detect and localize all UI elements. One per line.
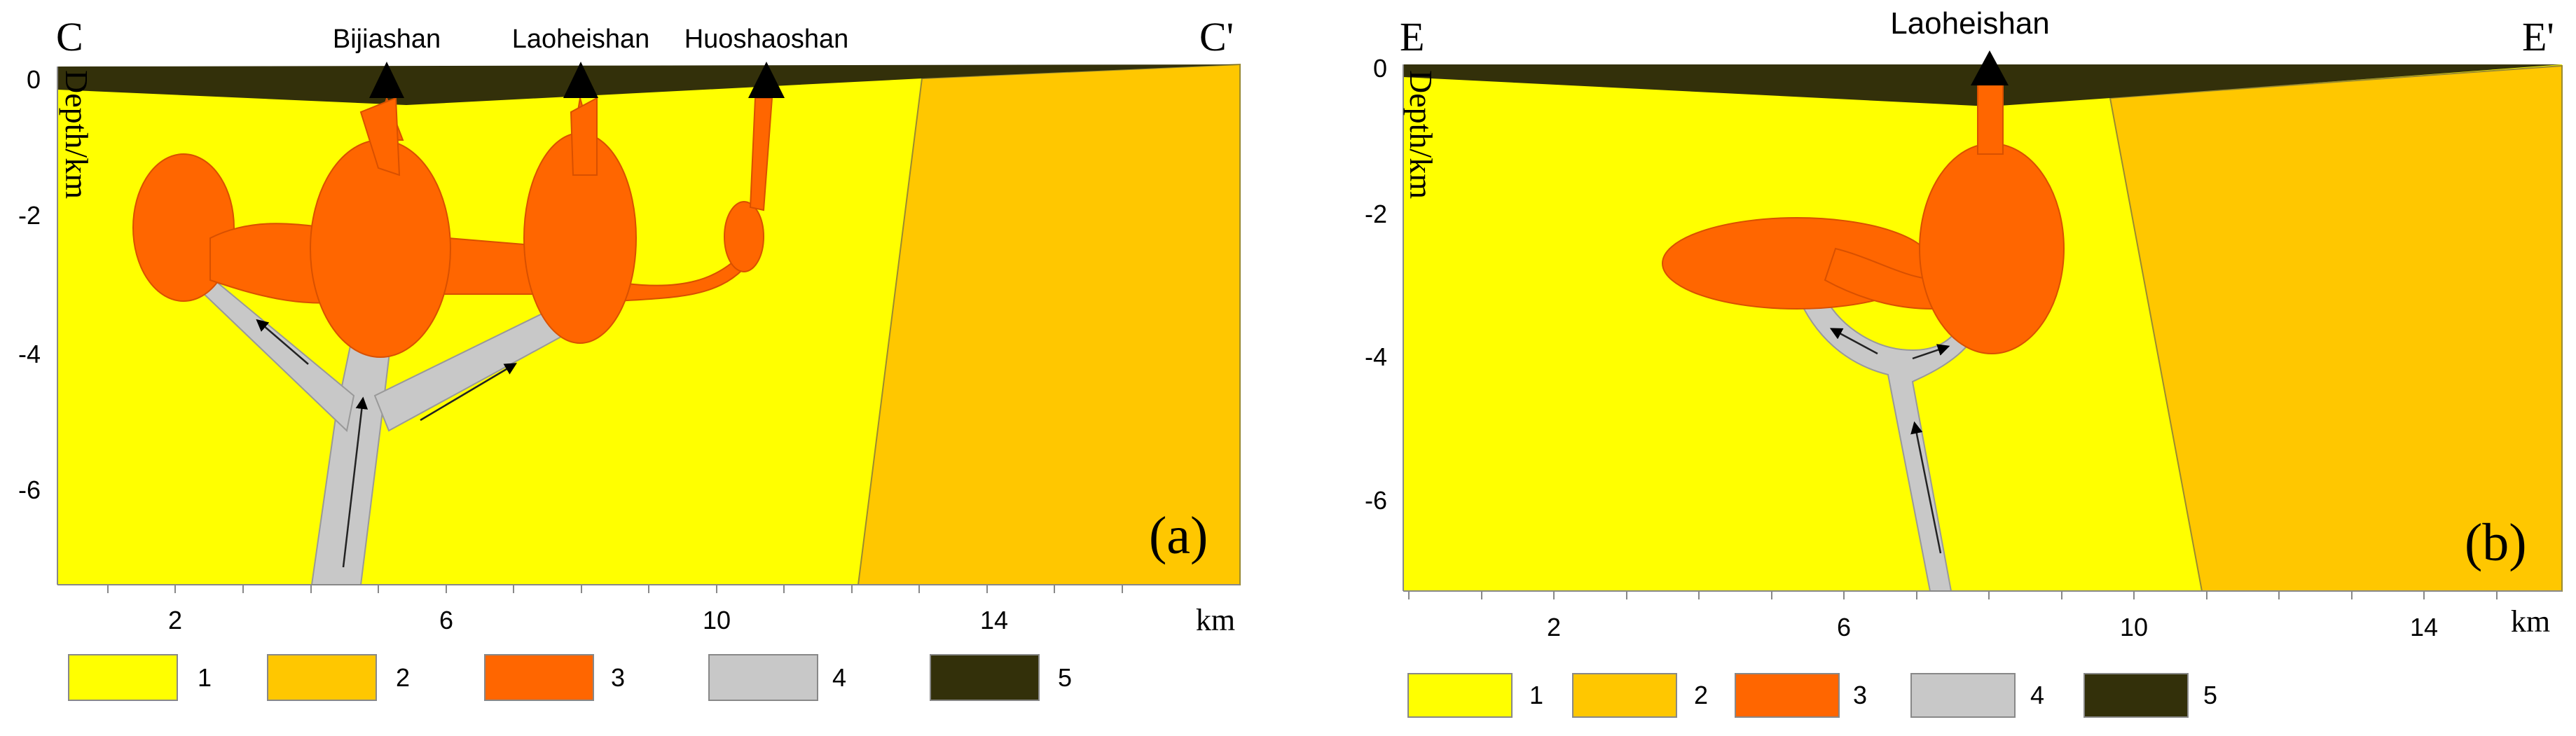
panel-a-volcano-label-bijiashan: Bijiashan <box>333 25 441 54</box>
volcano-triangle-icon <box>1971 50 2009 85</box>
panel-a-section-start: C <box>56 14 83 60</box>
panel-a-y-axis-label: Depth/km <box>59 70 95 199</box>
legend-swatch-3 <box>484 654 594 701</box>
panel-a-unit5-cover <box>57 64 1240 105</box>
panel-b-x-unit-label: km <box>2511 604 2550 639</box>
legend-label-1: 1 <box>198 663 212 692</box>
volcano-triangle-icon <box>563 62 598 98</box>
panel-a-y-tick-label: -4 <box>18 340 41 368</box>
panel-a-section-end: C' <box>1199 14 1234 60</box>
panel-a-y-tick-label: 0 <box>27 65 41 94</box>
panel-b-flow-arrows <box>1829 328 1950 554</box>
legend-label-3: 3 <box>1853 681 1867 709</box>
panel-a: C C' Bijiashan Laoheishan Huoshaoshan De… <box>18 14 1241 637</box>
panel-b-x-tick-label: 2 <box>1547 613 1561 641</box>
legend-swatch-4 <box>708 654 818 701</box>
legend-label-4: 4 <box>2030 681 2044 709</box>
panel-b-section-start: E <box>1400 14 1424 60</box>
panel-a-x-tick-label: 10 <box>703 606 731 634</box>
panel-b-x-tick-label: 14 <box>2410 613 2438 641</box>
volcano-triangle-icon <box>369 62 404 98</box>
panel-b-y-tick-label: 0 <box>1373 54 1387 83</box>
panel-a-x-tick-marks <box>107 585 1123 593</box>
legend-panel-b: 1 2 3 4 5 <box>1407 673 2217 718</box>
legend-label-4: 4 <box>832 663 846 692</box>
legend-panel-a: 1 2 3 4 5 <box>68 654 1072 701</box>
panel-a-volcano-label-huoshaoshan: Huoshaoshan <box>684 25 849 54</box>
legend-label-5: 5 <box>1058 663 1072 692</box>
panel-b-y-tick-label: -6 <box>1365 486 1387 515</box>
panel-a-x-tick-label: 14 <box>980 606 1008 634</box>
panel-a-x-tick-label: 2 <box>168 606 182 634</box>
panel-a-volcano-label-laoheishan: Laoheishan <box>512 25 650 54</box>
panel-b-y-tick-label: -4 <box>1365 342 1387 371</box>
panel-b-section-end: E' <box>2522 14 2554 60</box>
panel-b-y-tick-label: -2 <box>1365 200 1387 228</box>
legend-label-2: 2 <box>1694 681 1708 709</box>
panel-a-magma <box>132 95 773 358</box>
panel-b-panel-label: (b) <box>2465 513 2527 572</box>
legend-label-2: 2 <box>396 663 410 692</box>
panel-a-y-tick-label: -2 <box>18 201 41 230</box>
legend-label-3: 3 <box>611 663 625 692</box>
panel-a-panel-label: (a) <box>1149 506 1208 565</box>
legend-swatch-1 <box>1407 673 1513 718</box>
panel-b-x-tick-marks <box>1408 591 2498 599</box>
legend-label-1: 1 <box>1529 681 1543 709</box>
legend-swatch-1 <box>68 654 178 701</box>
panel-b-y-axis-label: Depth/km <box>1403 70 1439 199</box>
panel-a-x-unit-label: km <box>1196 603 1235 637</box>
legend-swatch-5 <box>2083 673 2189 718</box>
panel-a-y-tick-label: -6 <box>18 475 41 504</box>
legend-swatch-5 <box>930 654 1040 701</box>
legend-label-5: 5 <box>2203 681 2217 709</box>
panel-a-x-tick-label: 6 <box>439 606 453 634</box>
panel-b-volcano-label-laoheishan: Laoheishan <box>1890 6 2050 41</box>
panel-b-magma <box>1662 83 2065 354</box>
legend-swatch-4 <box>1910 673 2016 718</box>
legend-swatch-2 <box>267 654 377 701</box>
panel-b-x-tick-label: 10 <box>2120 613 2148 641</box>
volcano-triangle-icon <box>748 62 785 98</box>
panel-b: E E' Laoheishan Depth/km 0 -2 -4 -6 2 6 … <box>1365 6 2563 641</box>
panel-a-flow-arrows <box>256 319 518 568</box>
panel-b-x-tick-label: 6 <box>1837 613 1851 641</box>
legend-swatch-3 <box>1735 673 1840 718</box>
legend-swatch-2 <box>1572 673 1677 718</box>
